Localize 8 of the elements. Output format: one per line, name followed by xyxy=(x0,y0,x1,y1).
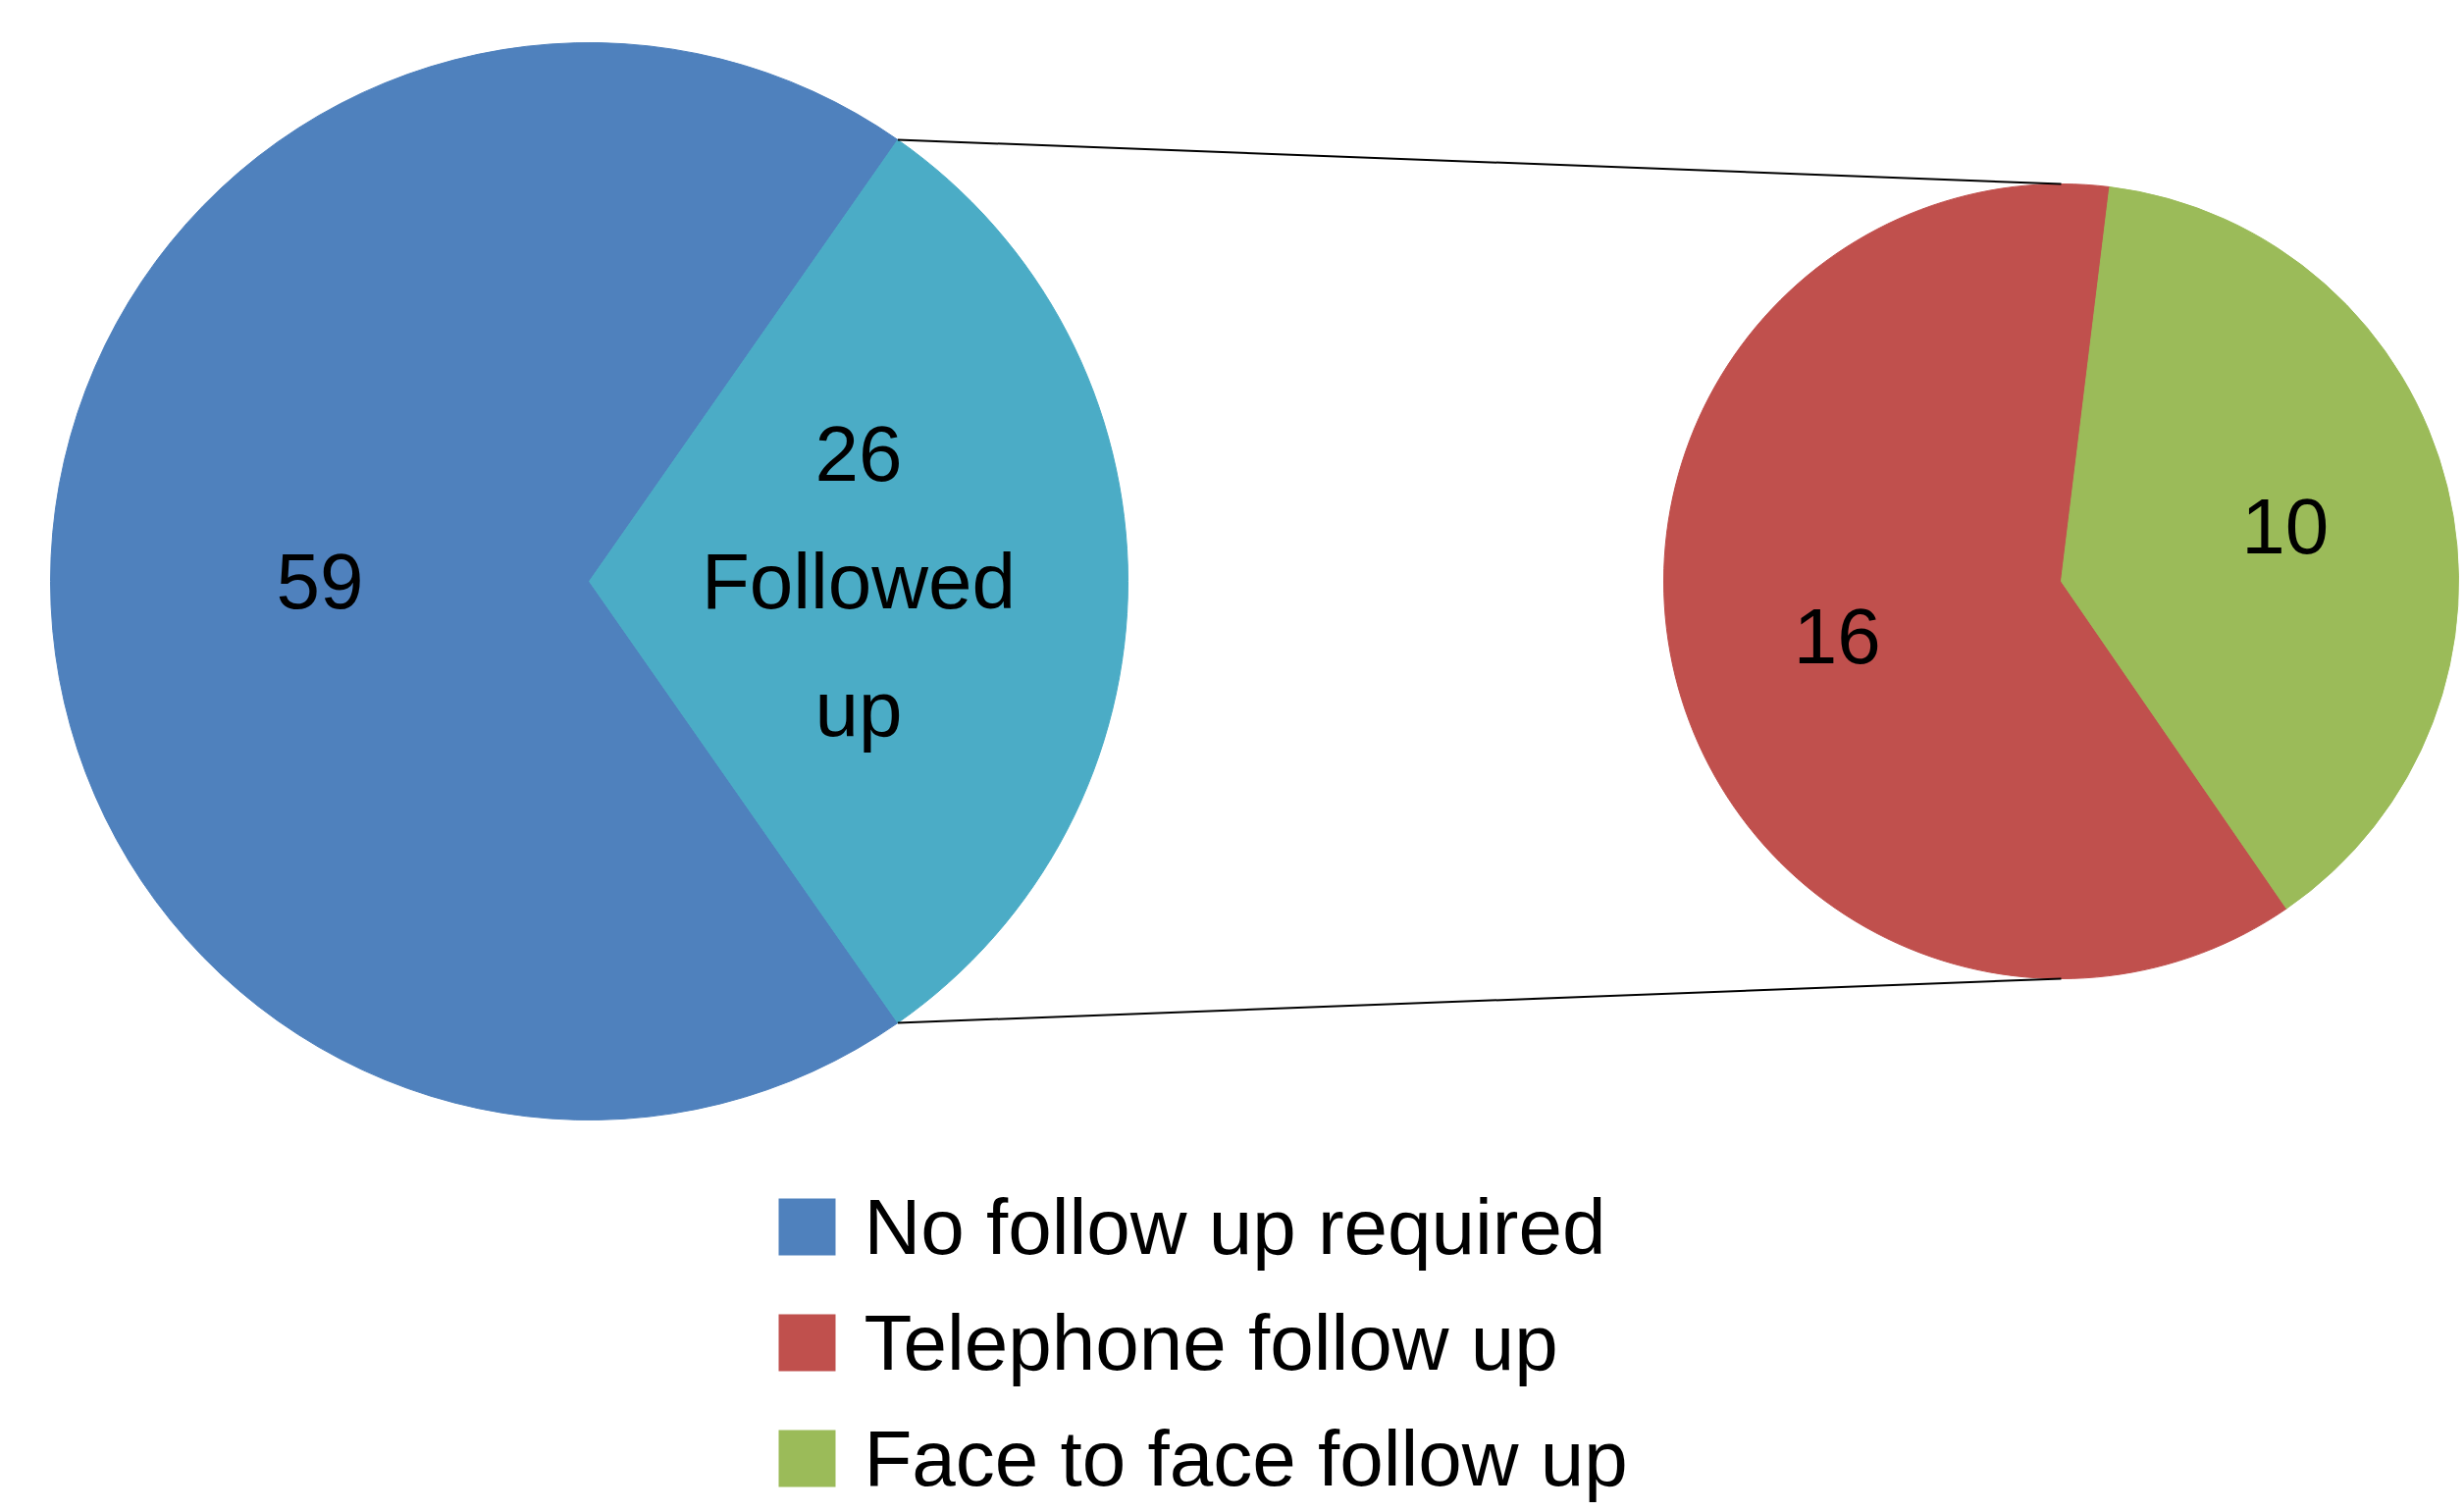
data-label: 26 xyxy=(814,410,903,497)
legend-label: Face to face follow up xyxy=(864,1415,1628,1502)
legend-label: No follow up required xyxy=(864,1183,1606,1271)
data-label: 16 xyxy=(1793,592,1881,680)
slice-label: Followed up xyxy=(701,538,1017,753)
data-label: 10 xyxy=(2241,483,2330,571)
data-label: 59 xyxy=(276,538,364,625)
legend-label: Telephone follow up xyxy=(864,1299,1558,1386)
